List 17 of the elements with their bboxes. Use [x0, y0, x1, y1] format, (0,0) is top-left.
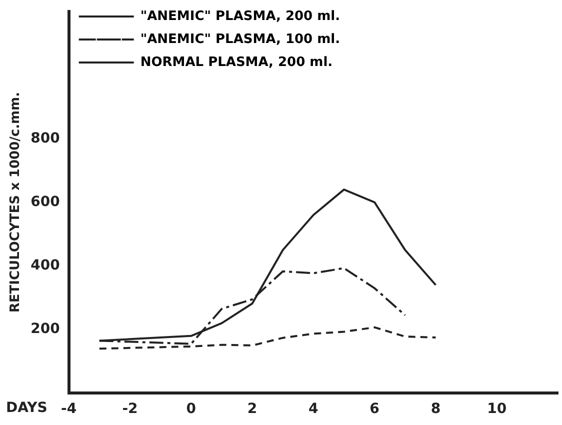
y-tick-label: 200: [30, 321, 60, 338]
legend-label: "ANEMIC" PLASMA, 200 ml.: [140, 8, 340, 24]
y-tick-label: 800: [30, 130, 60, 146]
x-tick-label: 6: [370, 401, 380, 418]
x-tick-label: -4: [61, 401, 77, 418]
x-tick-label: 8: [430, 401, 441, 418]
x-tick-label: 0: [186, 401, 196, 418]
y-tick-label: 600: [30, 194, 60, 210]
legend-label: "ANEMIC" PLASMA, 100 ml.: [140, 32, 340, 47]
x-tick-label: 10: [487, 401, 507, 418]
y-axis-title: RETICULOCYTES x 1000/c.mm.: [8, 92, 24, 313]
y-tick-label: 400: [30, 258, 60, 274]
x-tick-label: -2: [122, 401, 138, 418]
legend-label: NORMAL PLASMA, 200 ml.: [140, 54, 333, 70]
x-tick-label: 4: [308, 401, 319, 418]
x-axis-title: DAYS: [6, 400, 48, 416]
x-tick-label: 2: [247, 401, 258, 418]
